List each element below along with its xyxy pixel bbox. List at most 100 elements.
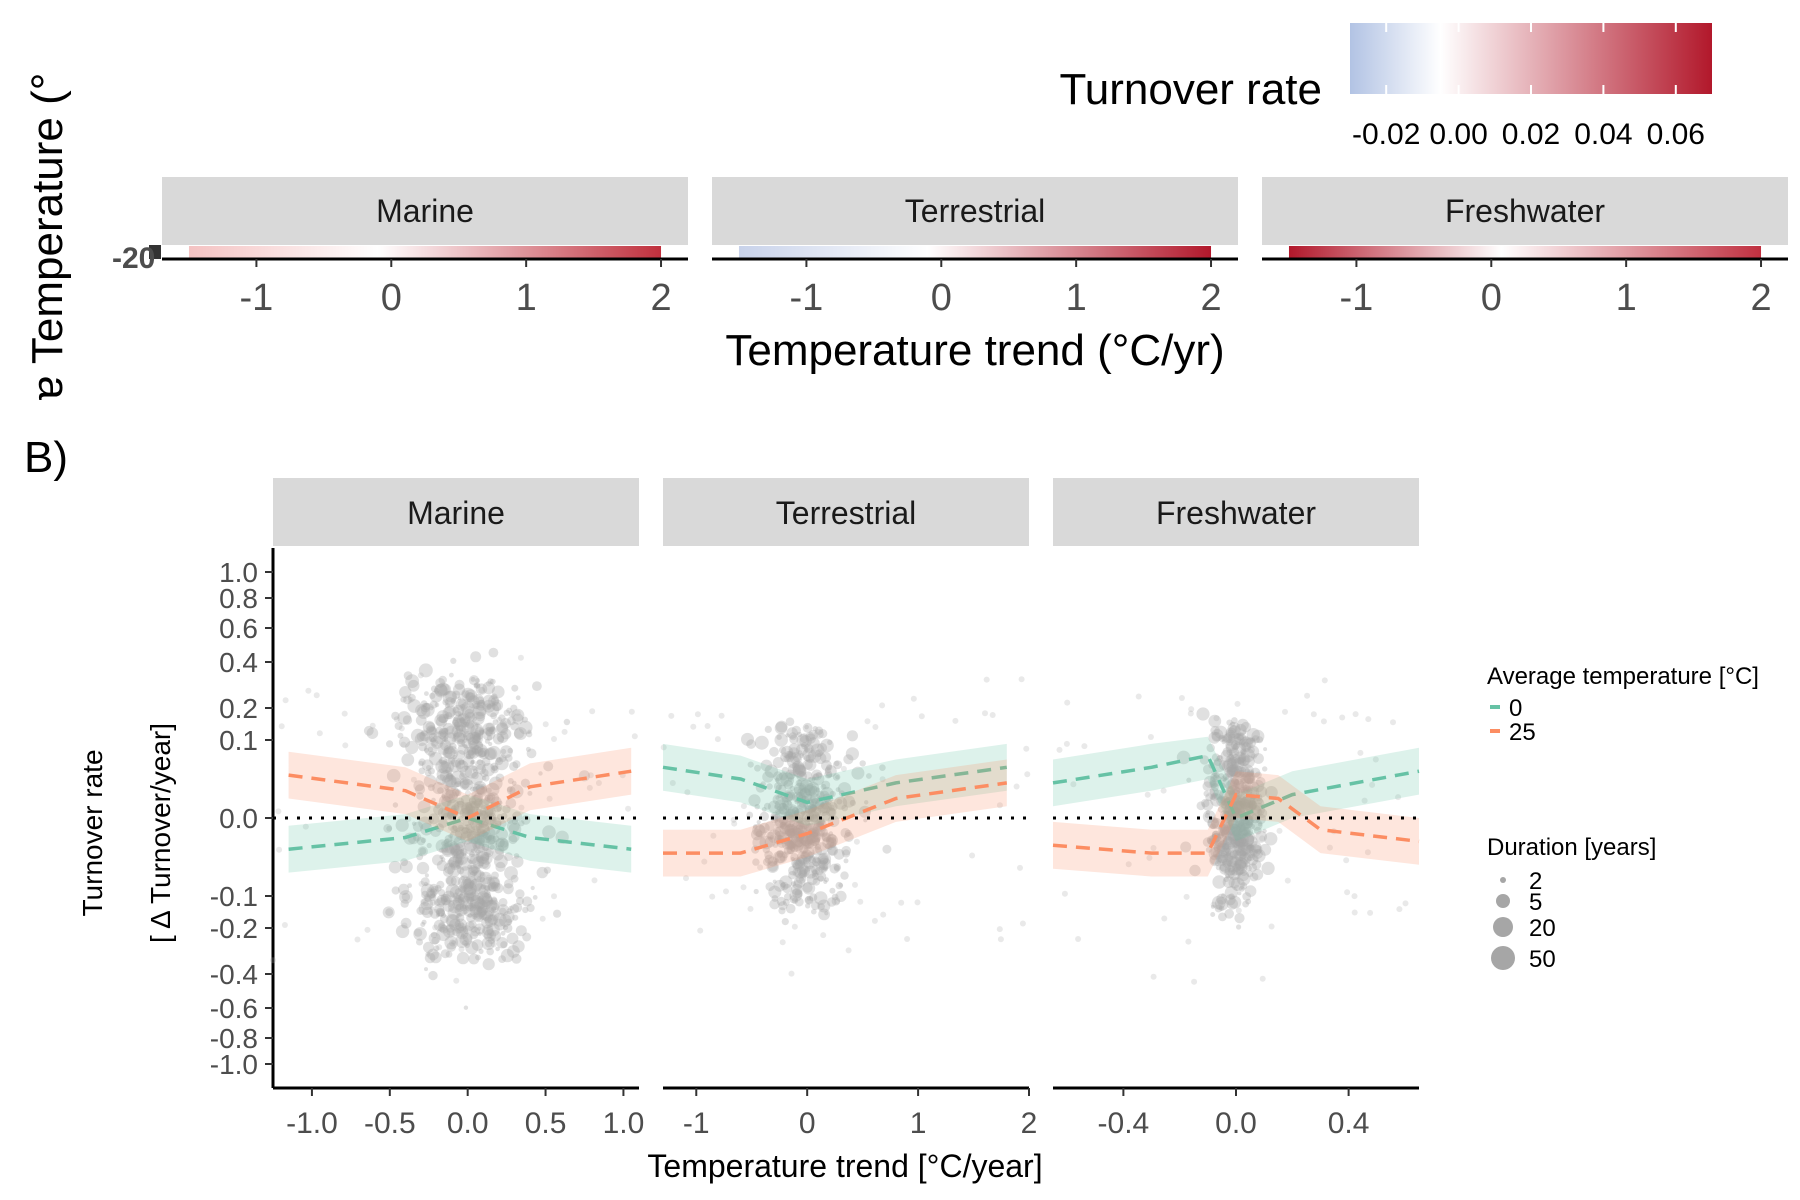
data-point [1237,753,1251,767]
data-point [1212,840,1225,852]
data-point [417,672,424,679]
data-point [840,871,849,880]
data-point [504,852,513,862]
data-point [431,936,440,945]
data-point [452,898,465,911]
data-point [478,798,489,809]
data-point [461,895,470,904]
data-point [420,703,435,717]
data-point [452,928,461,937]
data-point [1251,779,1265,793]
data-point [1240,833,1255,847]
data-point [764,725,772,734]
data-point [767,861,778,872]
data-point [454,758,466,769]
data-point [418,760,424,767]
data-point [1146,854,1153,861]
data-point [486,787,492,794]
data-point [470,740,484,754]
data-point [1228,767,1239,777]
data-point [1253,753,1264,764]
data-point [444,705,457,718]
data-point [475,705,487,717]
data-point [481,916,493,929]
data-point [460,899,466,905]
data-point [424,873,429,878]
data-point [818,729,828,739]
data-point [477,926,482,931]
data-point [1390,719,1396,726]
data-point [786,825,800,839]
x-tick-label: -0.5 [364,1107,416,1140]
data-point [1210,781,1217,788]
data-point [463,744,468,749]
data-point [416,906,425,916]
data-point [771,895,779,902]
data-point [783,755,791,763]
data-point [764,854,774,864]
data-point [1227,855,1240,867]
data-point [391,711,400,721]
data-point [459,780,470,790]
data-point [791,821,806,836]
data-point [439,924,449,934]
data-point [481,763,495,777]
data-point [791,883,803,896]
data-point [425,736,432,744]
data-point [466,720,479,733]
data-point [774,733,788,747]
data-point [429,706,434,711]
data-point [511,708,525,722]
data-point [453,843,465,855]
data-point [474,883,486,895]
data-point [843,858,849,864]
data-point [821,811,831,821]
data-point [499,914,512,927]
data-point [1230,789,1236,795]
data-point [835,775,840,780]
data-point [1214,853,1221,860]
data-point [791,923,798,930]
data-point [464,790,471,797]
data-point [1234,799,1247,813]
data-point [1223,807,1231,814]
data-point [454,903,468,917]
data-point [1250,753,1257,760]
data-point [821,833,831,842]
data-point [477,875,482,881]
data-point [418,742,427,752]
data-point [1364,849,1371,856]
data-point [777,803,790,815]
data-point [829,887,836,894]
data-point [804,865,812,872]
data-point [458,728,463,733]
data-point [804,838,815,849]
data-point [507,716,516,726]
data-point [446,875,457,887]
data-point [516,897,524,905]
data-point [512,940,525,953]
data-point [465,692,476,703]
data-point [503,923,513,933]
data-point [1265,786,1278,799]
data-point [1231,825,1243,837]
data-point [792,762,797,767]
data-point [625,805,632,812]
data-point [484,916,492,924]
data-point [484,939,493,948]
data-point [469,891,480,902]
data-point [1210,725,1220,736]
x-tick-label: 0 [931,277,952,319]
data-point [1233,734,1245,745]
data-point [748,794,761,807]
data-point [517,654,524,661]
legend-size-key [1493,917,1513,937]
data-point [446,927,455,936]
trend-line-25 [663,781,1008,855]
data-point [815,866,824,876]
data-point [484,703,492,710]
data-point [1221,842,1230,851]
data-point [485,729,493,737]
data-point [1246,854,1259,866]
data-point [458,699,467,709]
